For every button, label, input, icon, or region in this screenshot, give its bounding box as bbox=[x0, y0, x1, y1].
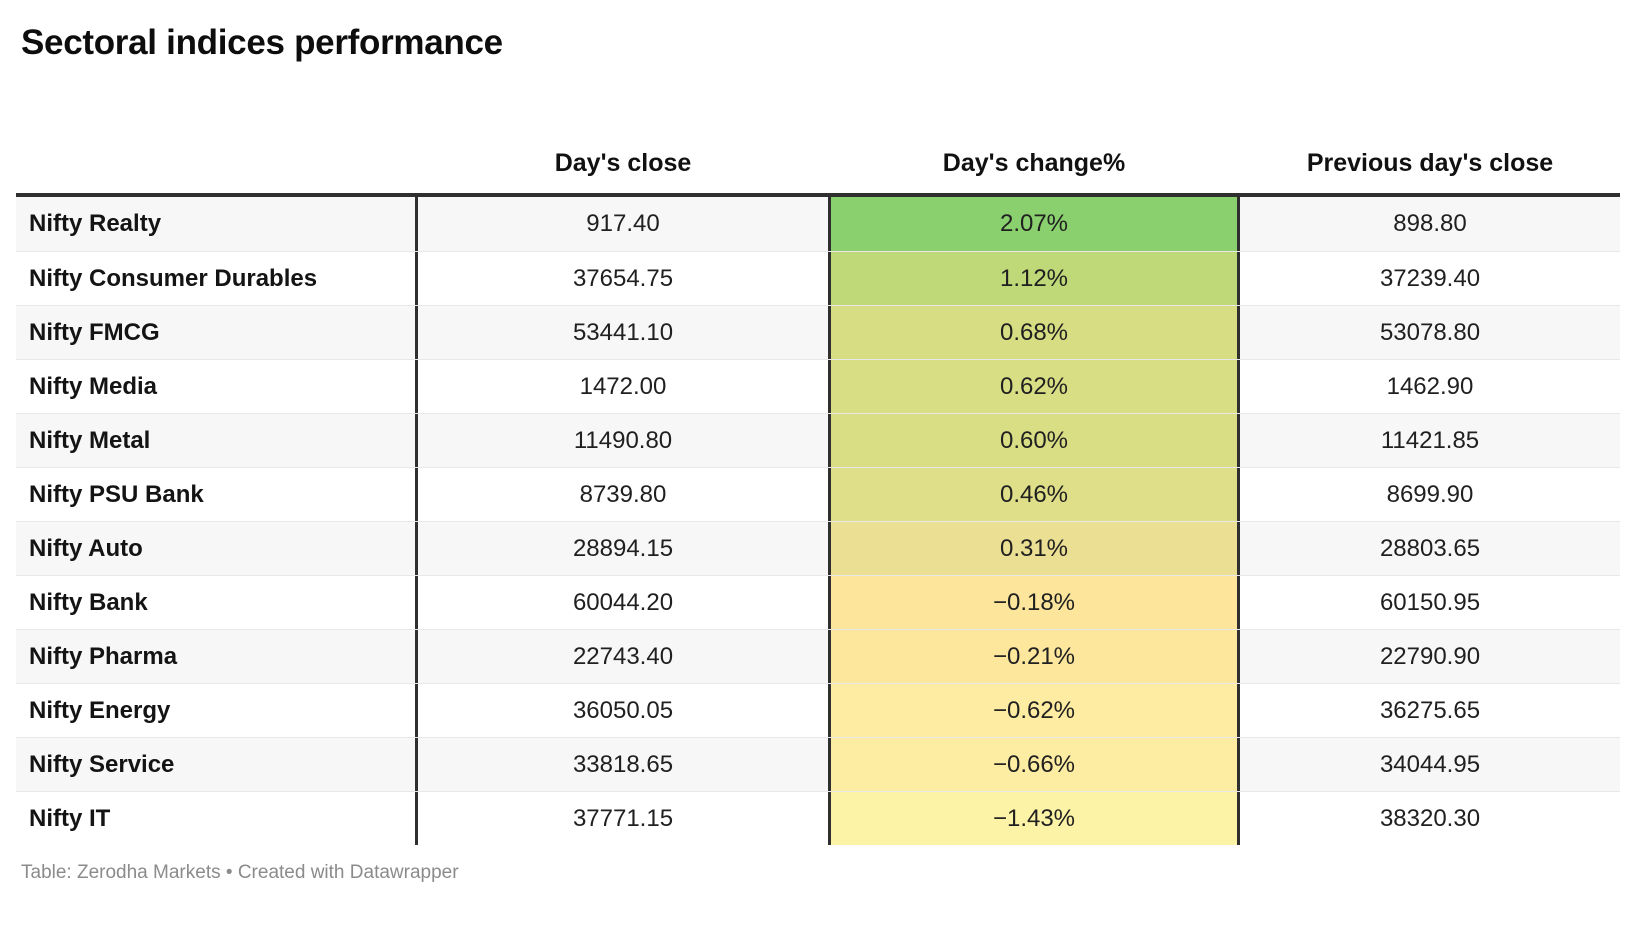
row-label: Nifty Realty bbox=[16, 197, 418, 251]
table-row: Nifty Auto 28894.15 0.31% 28803.65 bbox=[16, 521, 1620, 575]
days-change-cell: −0.66% bbox=[828, 738, 1240, 791]
days-close-value: 28894.15 bbox=[572, 534, 674, 562]
previous-close-value: 28803.65 bbox=[1379, 534, 1481, 562]
previous-close-value: 34044.95 bbox=[1379, 750, 1481, 778]
days-change-cell: 0.46% bbox=[828, 468, 1240, 521]
days-close-value: 36050.05 bbox=[572, 696, 674, 724]
table-row: Nifty Metal 11490.80 0.60% 11421.85 bbox=[16, 413, 1620, 467]
days-close-value: 33818.65 bbox=[572, 750, 674, 778]
table-row: Nifty Realty 917.40 2.07% 898.80 bbox=[16, 197, 1620, 251]
sectoral-indices-table: Day's close Day's change% Previous day's… bbox=[16, 66, 1620, 845]
column-header-days-close: Day's close bbox=[554, 149, 692, 177]
row-label: Nifty Auto bbox=[16, 522, 418, 575]
days-change-cell: −0.21% bbox=[828, 630, 1240, 683]
row-label: Nifty Media bbox=[16, 360, 418, 413]
previous-close-value: 60150.95 bbox=[1379, 588, 1481, 616]
table-row: Nifty Energy 36050.05 −0.62% 36275.65 bbox=[16, 683, 1620, 737]
previous-close-value: 22790.90 bbox=[1379, 642, 1481, 670]
table-footer: Table: Zerodha Markets • Created with Da… bbox=[21, 862, 1636, 884]
days-close-value: 22743.40 bbox=[572, 642, 674, 670]
days-close-value: 53441.10 bbox=[572, 318, 674, 346]
days-close-value: 1472.00 bbox=[579, 372, 667, 400]
page-title: Sectoral indices performance bbox=[21, 23, 503, 62]
days-change-cell: 1.12% bbox=[828, 252, 1240, 305]
footer-source-link[interactable]: Zerodha Markets bbox=[76, 862, 221, 883]
table-row: Nifty Consumer Durables 37654.75 1.12% 3… bbox=[16, 251, 1620, 305]
column-header-previous-days-close: Previous day's close bbox=[1306, 149, 1554, 177]
previous-close-value: 37239.40 bbox=[1379, 264, 1481, 292]
days-change-cell: 0.68% bbox=[828, 306, 1240, 359]
row-label: Nifty Pharma bbox=[16, 630, 418, 683]
days-close-value: 60044.20 bbox=[572, 588, 674, 616]
days-change-cell: 2.07% bbox=[828, 197, 1240, 251]
table-row: Nifty PSU Bank 8739.80 0.46% 8699.90 bbox=[16, 467, 1620, 521]
row-label: Nifty Service bbox=[16, 738, 418, 791]
row-label: Nifty PSU Bank bbox=[16, 468, 418, 521]
footer-separator: • bbox=[220, 862, 238, 883]
previous-close-value: 1462.90 bbox=[1386, 372, 1474, 400]
previous-close-value: 53078.80 bbox=[1379, 318, 1481, 346]
previous-close-value: 38320.30 bbox=[1379, 804, 1481, 832]
days-change-cell: 0.31% bbox=[828, 522, 1240, 575]
previous-close-value: 36275.65 bbox=[1379, 696, 1481, 724]
days-close-value: 37771.15 bbox=[572, 804, 674, 832]
table-row: Nifty Service 33818.65 −0.66% 34044.95 bbox=[16, 737, 1620, 791]
days-change-cell: −1.43% bbox=[828, 792, 1240, 845]
days-change-cell: −0.62% bbox=[828, 684, 1240, 737]
row-label: Nifty Energy bbox=[16, 684, 418, 737]
footer-prefix: Table: bbox=[21, 862, 77, 883]
column-header-days-change: Day's change% bbox=[942, 149, 1126, 177]
row-label: Nifty IT bbox=[16, 792, 418, 845]
previous-close-value: 11421.85 bbox=[1380, 426, 1480, 454]
table-row: Nifty IT 37771.15 −1.43% 38320.30 bbox=[16, 791, 1620, 845]
days-change-cell: 0.60% bbox=[828, 414, 1240, 467]
days-close-value: 917.40 bbox=[586, 210, 660, 237]
table-header-row: Day's close Day's change% Previous day's… bbox=[16, 66, 1620, 197]
row-label: Nifty Metal bbox=[16, 414, 418, 467]
row-label: Nifty FMCG bbox=[16, 306, 418, 359]
previous-close-value: 898.80 bbox=[1393, 210, 1467, 237]
row-label: Nifty Bank bbox=[16, 576, 418, 629]
days-change-cell: −0.18% bbox=[828, 576, 1240, 629]
table-row: Nifty FMCG 53441.10 0.68% 53078.80 bbox=[16, 305, 1620, 359]
table-row: Nifty Bank 60044.20 −0.18% 60150.95 bbox=[16, 575, 1620, 629]
row-label: Nifty Consumer Durables bbox=[16, 252, 418, 305]
days-close-value: 37654.75 bbox=[572, 264, 674, 292]
days-close-value: 8739.80 bbox=[579, 480, 667, 508]
footer-created-text: Created with bbox=[237, 862, 350, 883]
footer-datawrapper-link[interactable]: Datawrapper bbox=[349, 862, 459, 883]
days-change-cell: 0.62% bbox=[828, 360, 1240, 413]
table-row: Nifty Media 1472.00 0.62% 1462.90 bbox=[16, 359, 1620, 413]
previous-close-value: 8699.90 bbox=[1386, 480, 1474, 508]
table-row: Nifty Pharma 22743.40 −0.21% 22790.90 bbox=[16, 629, 1620, 683]
days-close-value: 11490.80 bbox=[573, 426, 673, 454]
